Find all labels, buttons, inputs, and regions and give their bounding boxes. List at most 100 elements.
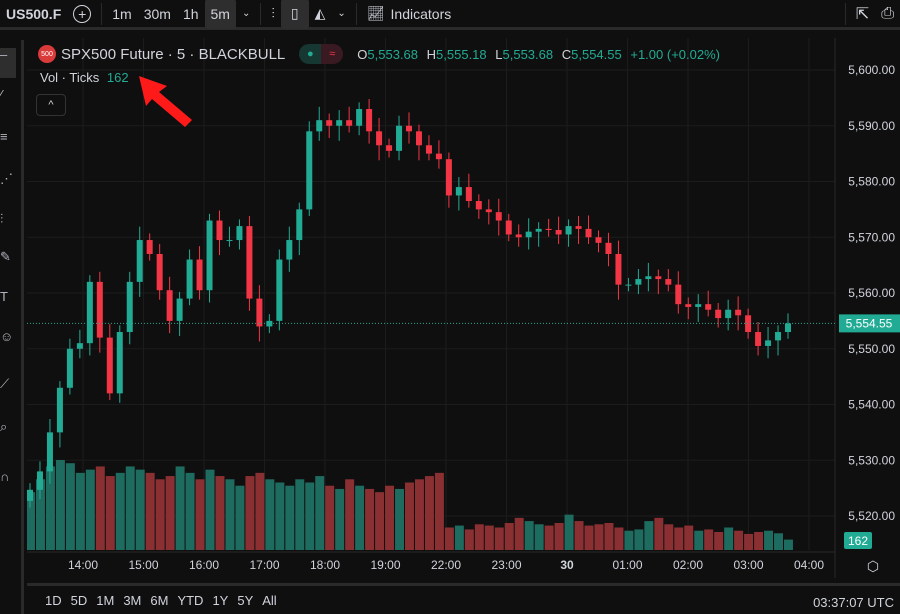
price-tick-label: 5,550.00 (848, 342, 895, 356)
candle-body (286, 240, 293, 260)
projection-icon[interactable]: ⫶ (0, 211, 4, 226)
candle-body (495, 212, 502, 221)
candle-body (575, 226, 582, 229)
range-1d[interactable]: 1D (45, 592, 62, 608)
candle-body (565, 226, 572, 235)
candle-body (765, 340, 772, 346)
candle-body (775, 332, 782, 341)
market-open-dot-icon: ● (299, 44, 322, 64)
chart-pane[interactable]: 5,600.00 5,590.00 5,580.00 5,570.00 5,560.00… (26, 38, 900, 578)
candle-body (106, 337, 113, 394)
chart-type-chevron-icon[interactable]: ⌄ (337, 8, 346, 19)
text-icon[interactable]: T (0, 289, 8, 304)
range-6m[interactable]: 6M (150, 592, 169, 608)
magnet-icon[interactable]: ∩ (0, 469, 10, 484)
drawing-toolbar: – ⁄ ≡ ⋰ ⫶ ✎ T ☺ ⟋ ⌕ ∩ (0, 40, 24, 614)
candle-body (605, 242, 612, 254)
time-tick-label: 19:00 (370, 558, 400, 572)
time-tick-label: 17:00 (249, 558, 279, 572)
candle-body (256, 298, 263, 327)
volume-bar (395, 488, 404, 550)
divider (355, 2, 357, 25)
volume-bar (235, 485, 245, 550)
symbol-legend: 500 SPX500 Future · 5 · BLACKBULL ● ≈ O5… (38, 44, 725, 64)
camera-icon[interactable]: ⎙ (881, 4, 894, 22)
interval-1m[interactable]: 1m (112, 5, 132, 22)
candle-body (635, 279, 642, 285)
candle-chart-type-icon[interactable]: ▯ (280, 0, 309, 29)
volume-bar (165, 476, 175, 550)
candle-body (206, 220, 213, 291)
pattern-icon[interactable]: ⋰ (0, 171, 13, 186)
divider (101, 2, 103, 25)
time-tick-label: 14:00 (68, 558, 98, 572)
trendline-icon[interactable]: ⁄ (0, 87, 3, 102)
axis-settings-icon[interactable]: ⬡ (867, 558, 879, 574)
price-tick-label: 5,530.00 (848, 453, 895, 467)
volume-bar (125, 466, 135, 550)
candle-body (336, 120, 343, 126)
fib-icon[interactable]: ≡ (0, 129, 8, 144)
range-3m[interactable]: 3M (123, 592, 142, 608)
zoom-icon[interactable]: ⌕ (0, 419, 8, 434)
volume-bar (424, 476, 434, 550)
market-status[interactable]: ● ≈ (299, 44, 344, 64)
candle-body (376, 131, 383, 146)
candle-body (86, 281, 93, 344)
volume-bar (285, 485, 295, 550)
compare-add-icon[interactable]: + (67, 0, 97, 29)
volume-bar (265, 479, 275, 550)
candle-body (745, 315, 752, 333)
candle-body (665, 279, 672, 285)
range-5d[interactable]: 5D (70, 592, 88, 608)
candle-body (475, 201, 482, 210)
volume-bar (604, 523, 614, 550)
volume-bar (754, 532, 764, 550)
range-1y[interactable]: 1Y (212, 592, 229, 608)
fullscreen-icon[interactable]: ⇱ (855, 5, 870, 23)
volume-bar (105, 476, 115, 550)
interval-30m[interactable]: 30m (143, 5, 171, 22)
time-tick-label: 18:00 (310, 558, 340, 572)
bar-chart-type-icon[interactable]: ⫶ (271, 5, 275, 21)
collapse-legend-chevron-up-icon[interactable]: ^ (36, 94, 66, 116)
emoji-icon[interactable]: ☺ (0, 329, 14, 344)
area-chart-type-icon[interactable]: ◭ (314, 5, 326, 21)
interval-1h[interactable]: 1h (182, 5, 199, 22)
candle-body (615, 253, 622, 285)
interval-5m[interactable]: 5m (204, 0, 236, 29)
volume-bar (594, 524, 604, 550)
range-all[interactable]: All (262, 592, 277, 608)
symbol-title[interactable]: SPX500 Future · 5 · BLACKBULL (61, 45, 286, 63)
volume-bar (155, 479, 165, 550)
time-tick-label: 15:00 (128, 558, 158, 572)
price-tick-label: 5,520.00 (848, 509, 895, 523)
candle-body (465, 187, 472, 202)
indicators-button[interactable]: 📈︎ Indicators (361, 0, 457, 29)
delayed-data-icon: ≈ (321, 44, 344, 64)
candle-body (455, 187, 462, 196)
volume-bar (365, 488, 375, 550)
clock[interactable]: 03:37:07 UTC (813, 595, 894, 610)
range-ytd[interactable]: YTD (177, 592, 204, 608)
interval-dropdown-chevron-icon[interactable]: ⌄ (241, 8, 251, 19)
volume-bar (245, 476, 255, 550)
brush-icon[interactable]: ✎ (0, 249, 11, 264)
high-value: 5,555.18 (436, 46, 487, 62)
candle-body (625, 284, 632, 286)
crosshair-icon[interactable]: – (0, 48, 16, 78)
volume-legend[interactable]: Vol · Ticks 162 (40, 70, 129, 85)
range-5y[interactable]: 5Y (237, 592, 254, 608)
price-chart[interactable]: 5,600.00 5,590.00 5,580.00 5,570.00 5,560.00… (26, 38, 900, 578)
price-tick-label: 5,600.00 (848, 63, 895, 77)
volume-bar (385, 485, 395, 550)
candle-body (156, 253, 163, 291)
range-1m[interactable]: 1M (96, 592, 115, 608)
candle-body (685, 304, 692, 307)
volume-bar (564, 514, 574, 550)
ruler-icon[interactable]: ⟋ (0, 376, 10, 391)
volume-bar (75, 472, 85, 550)
time-tick-label: 01:00 (612, 558, 642, 572)
symbol-button[interactable]: US500.F (6, 5, 62, 22)
candle-body (525, 231, 532, 238)
